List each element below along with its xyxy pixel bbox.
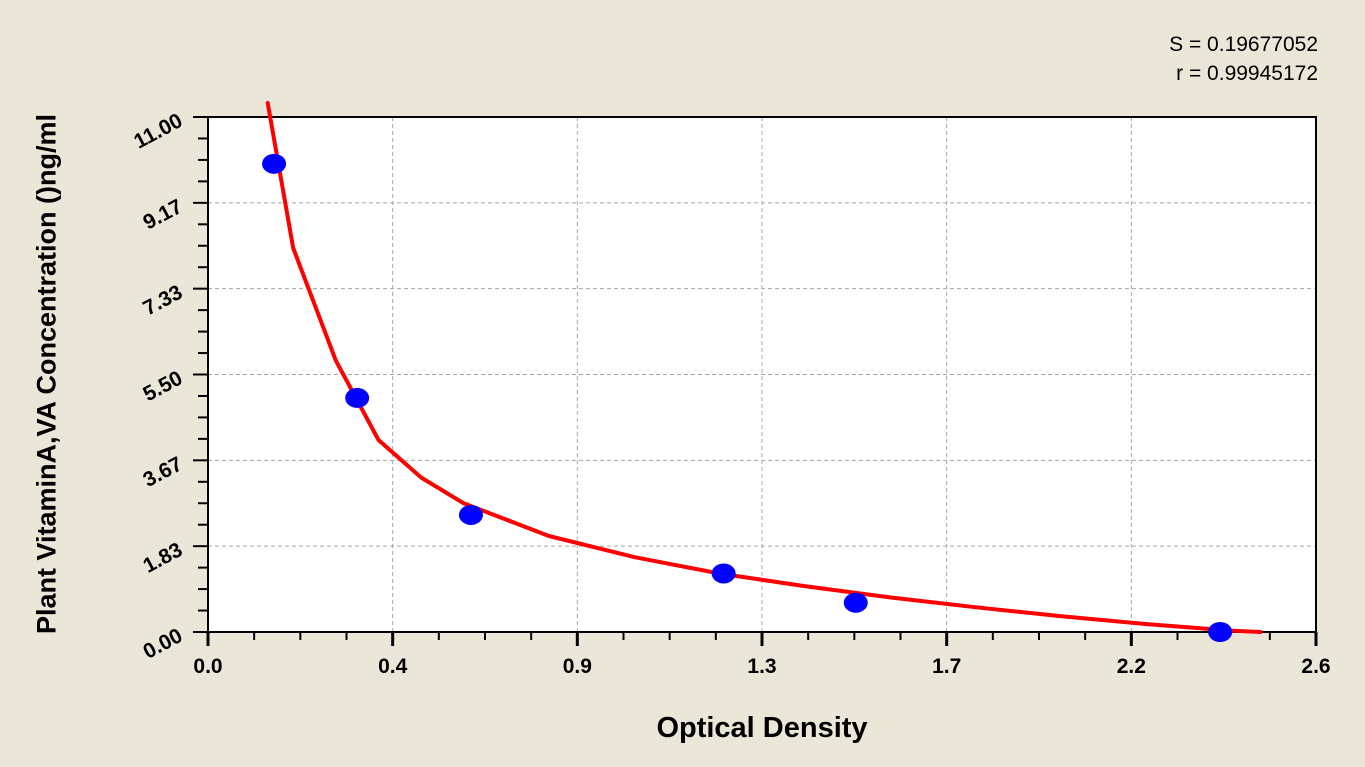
y-tick-label: 0.00: [139, 624, 186, 663]
y-tick-label: 9.17: [139, 195, 186, 234]
data-point: [711, 563, 736, 584]
y-tick-label: 3.67: [139, 452, 186, 491]
s-value: S = 0.19677052: [1169, 33, 1318, 56]
data-point: [1208, 622, 1233, 642]
y-tick-label: 5.50: [139, 367, 186, 406]
fit-statistics: S = 0.19677052 r = 0.99945172: [1169, 30, 1318, 88]
y-tick-label: 1.83: [139, 538, 186, 577]
data-point: [345, 387, 370, 408]
y-tick-label: 7.33: [139, 281, 186, 320]
x-tick-label: 0.9: [563, 655, 592, 678]
x-tick-label: 1.3: [747, 655, 776, 678]
x-tick-label: 1.7: [932, 655, 961, 678]
x-tick-label: 2.6: [1301, 655, 1330, 678]
x-tick-label: 2.2: [1117, 655, 1146, 678]
y-axis-label: Plant VitaminA,VA Concentration ()ng/ml: [31, 113, 62, 635]
x-tick-label: 0.0: [193, 655, 222, 678]
y-tick-label: 11.00: [130, 109, 186, 153]
x-tick-label: 0.4: [378, 655, 408, 678]
r-value: r = 0.99945172: [1176, 62, 1318, 85]
data-point: [843, 592, 868, 613]
x-axis-label: Optical Density: [656, 712, 868, 744]
data-point: [458, 504, 483, 525]
data-point: [262, 153, 287, 174]
